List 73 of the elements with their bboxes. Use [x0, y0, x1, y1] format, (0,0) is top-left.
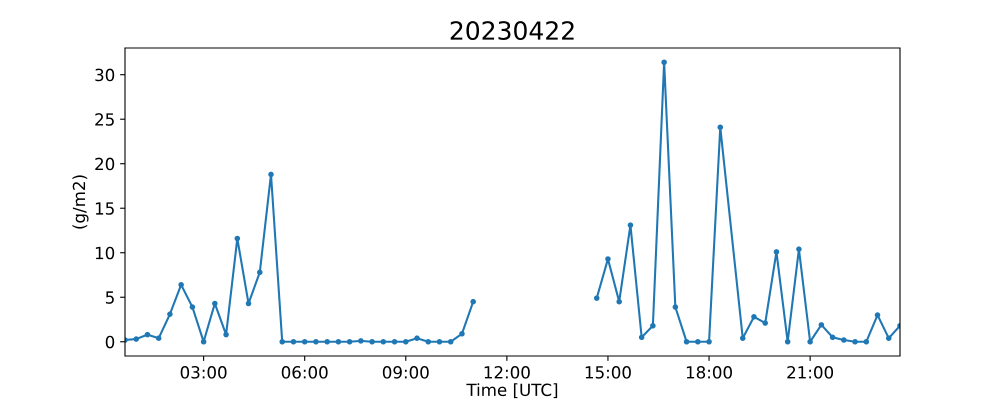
point [886, 335, 892, 341]
point [346, 338, 352, 345]
y-tick-label: 0 [106, 336, 114, 348]
x-tick-label: 06:00 [282, 366, 328, 379]
point [190, 304, 196, 310]
point [403, 338, 409, 345]
point [167, 311, 173, 317]
point [380, 338, 386, 345]
point [156, 335, 162, 341]
point [717, 124, 724, 130]
x-axis-title: Time [UTC] [466, 383, 558, 398]
point [864, 338, 870, 345]
point [740, 335, 746, 341]
point [830, 334, 836, 340]
point [436, 338, 442, 345]
point [796, 246, 802, 252]
point [336, 338, 342, 345]
y-tick-label: 20 [95, 158, 114, 170]
y-tick-label: 30 [95, 68, 114, 82]
point [302, 338, 308, 345]
point [684, 338, 690, 345]
point [257, 270, 263, 276]
point [279, 338, 285, 345]
point [470, 298, 476, 304]
point [594, 295, 600, 301]
point [223, 332, 229, 338]
y-axis-title: (g/m2) [72, 175, 89, 229]
point [290, 338, 296, 345]
point [807, 338, 813, 345]
point [144, 332, 150, 338]
x-tick-label: 12:00 [484, 366, 530, 379]
point [212, 300, 218, 306]
chart-title: 20230422 [450, 21, 574, 40]
y-tick-label: 5 [106, 291, 114, 304]
point [874, 312, 880, 318]
point [414, 335, 420, 341]
point [774, 249, 780, 255]
point [358, 338, 364, 344]
point [706, 338, 712, 345]
point [841, 337, 847, 343]
point [246, 300, 252, 306]
point [852, 338, 858, 345]
point [369, 338, 375, 345]
point [661, 59, 667, 66]
point [672, 304, 678, 310]
point [751, 314, 757, 320]
x-tick-label: 09:00 [382, 366, 429, 379]
point [762, 320, 768, 326]
point [605, 256, 611, 262]
x-tick-label: 03:00 [180, 366, 227, 379]
point [234, 236, 240, 242]
point [392, 338, 398, 345]
point [459, 330, 465, 337]
y-tick-label: 15 [96, 202, 114, 215]
point [638, 334, 644, 340]
x-tick-label: 15:00 [586, 366, 631, 379]
point [324, 338, 330, 345]
point [628, 222, 634, 228]
x-tick-label: 18:00 [686, 366, 732, 379]
point [425, 338, 432, 345]
point [784, 338, 790, 345]
point [650, 322, 656, 329]
point [268, 172, 274, 178]
y-tick-label: 25 [95, 113, 114, 126]
y-tick-label: 10 [96, 246, 114, 260]
point [695, 338, 701, 345]
point [818, 322, 824, 328]
point [133, 336, 139, 342]
point [616, 298, 622, 304]
point [313, 338, 319, 345]
point [448, 338, 454, 345]
x-tick-label: 21:00 [787, 366, 834, 379]
point [178, 282, 184, 288]
